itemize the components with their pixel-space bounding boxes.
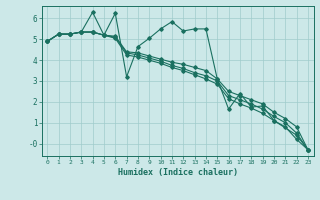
X-axis label: Humidex (Indice chaleur): Humidex (Indice chaleur)	[118, 168, 237, 177]
